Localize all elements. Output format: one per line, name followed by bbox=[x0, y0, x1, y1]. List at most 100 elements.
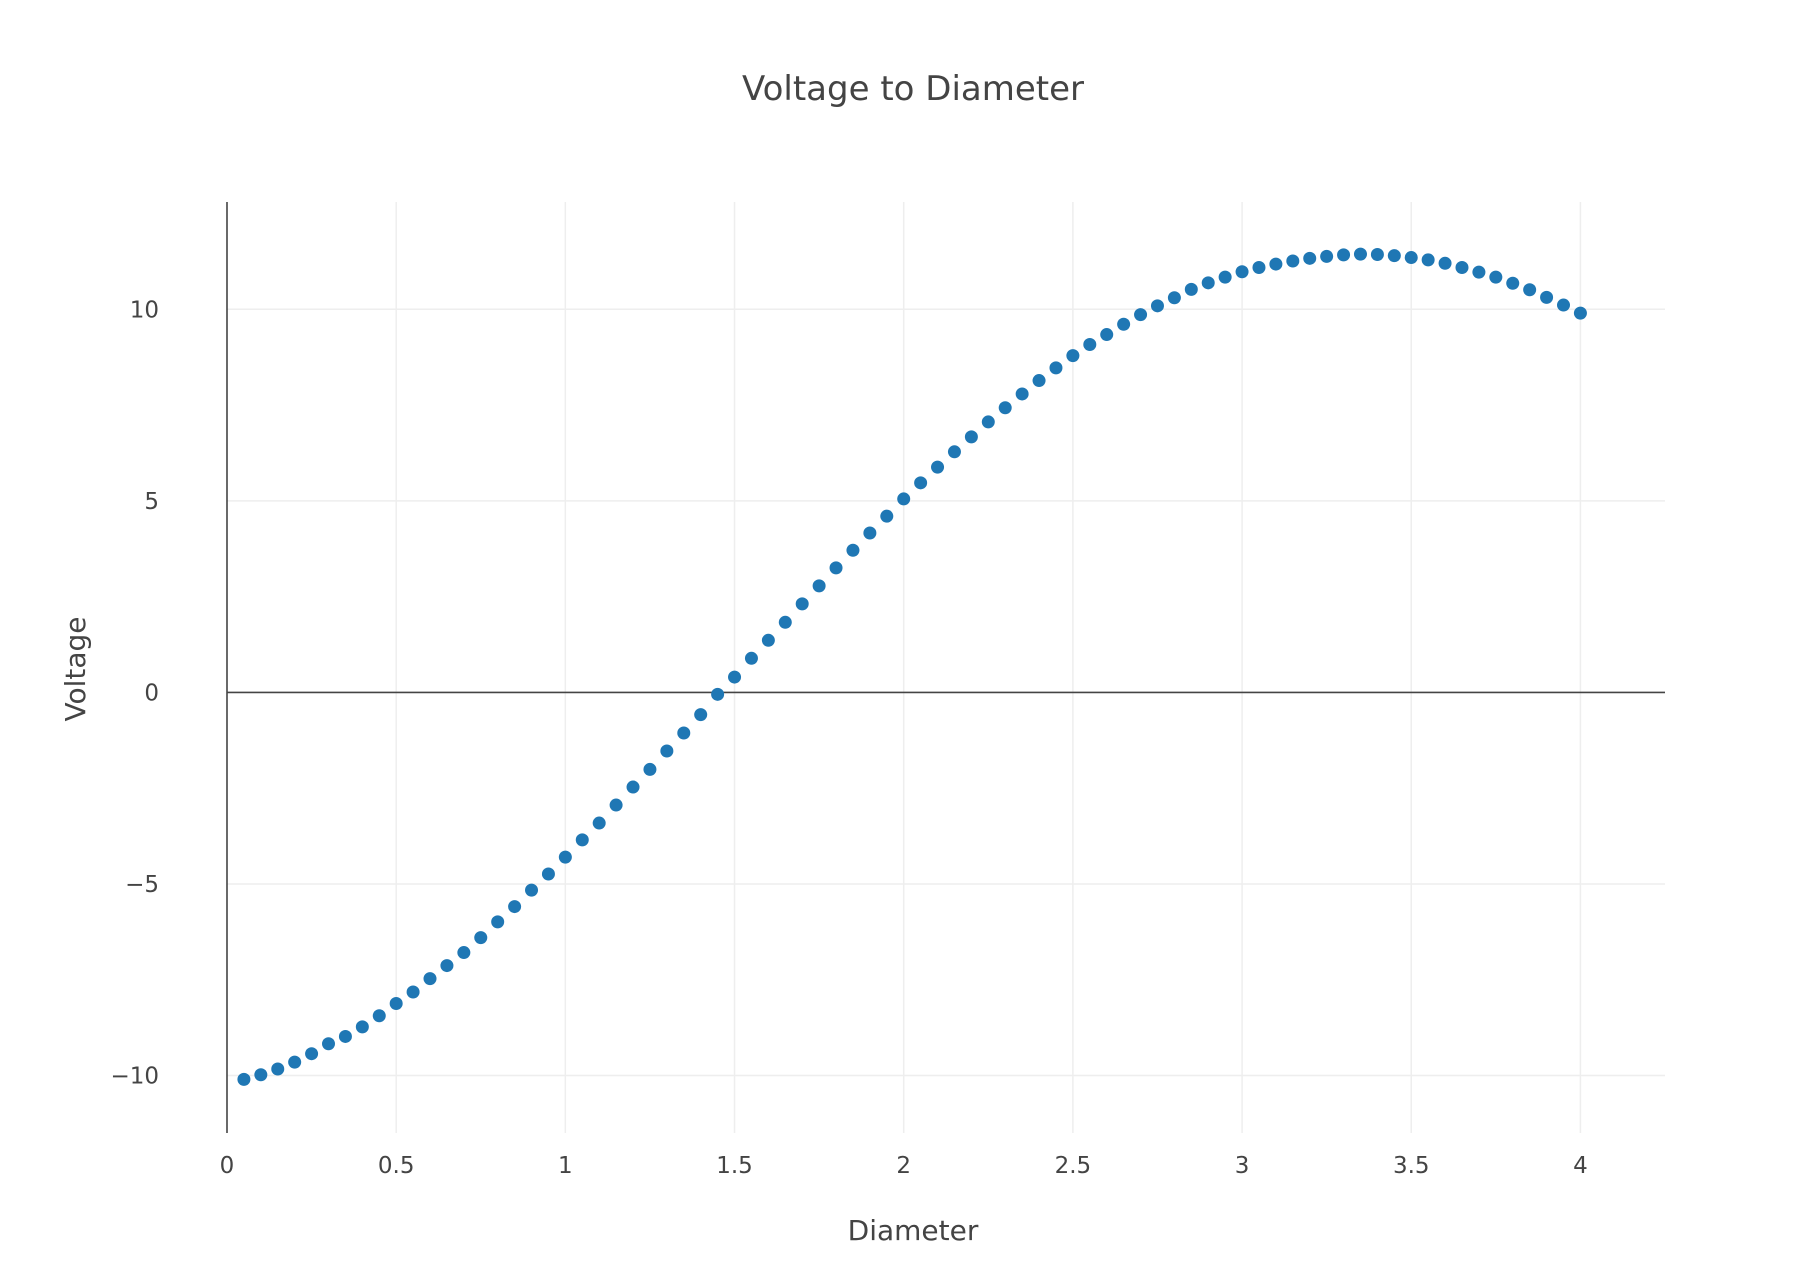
y-tick-label: 5 bbox=[144, 489, 159, 515]
y-tick-label: 10 bbox=[130, 297, 159, 323]
data-point bbox=[1320, 249, 1334, 263]
data-point bbox=[728, 670, 742, 684]
y-tick-label: 0 bbox=[144, 680, 159, 706]
data-point bbox=[372, 1009, 386, 1023]
data-point bbox=[1100, 328, 1114, 342]
data-point bbox=[660, 744, 674, 758]
data-point bbox=[558, 850, 572, 864]
data-point bbox=[812, 579, 826, 593]
data-point bbox=[1252, 261, 1266, 275]
data-point bbox=[1032, 374, 1046, 388]
data-point bbox=[643, 762, 657, 776]
data-point bbox=[1438, 256, 1452, 270]
data-point bbox=[846, 543, 860, 557]
data-point bbox=[1015, 387, 1029, 401]
data-point bbox=[1218, 270, 1232, 284]
zero-lines bbox=[226, 202, 1665, 1133]
data-point bbox=[981, 415, 995, 429]
data-point bbox=[947, 445, 961, 459]
data-point bbox=[778, 615, 792, 629]
data-point bbox=[338, 1029, 352, 1043]
data-point bbox=[1489, 270, 1503, 284]
data-point bbox=[1472, 265, 1486, 279]
grid-lines bbox=[227, 202, 1665, 1133]
data-point bbox=[389, 997, 403, 1011]
data-point bbox=[711, 687, 725, 701]
data-point bbox=[1049, 361, 1063, 375]
data-point bbox=[931, 460, 945, 474]
y-tick-label: −5 bbox=[125, 872, 159, 898]
data-point bbox=[575, 833, 589, 847]
data-point bbox=[1235, 265, 1249, 279]
data-point bbox=[795, 597, 809, 611]
chart-title: Voltage to Diameter bbox=[742, 69, 1084, 109]
data-point bbox=[1387, 249, 1401, 263]
data-point bbox=[880, 509, 894, 523]
data-point bbox=[744, 651, 758, 665]
data-point bbox=[288, 1055, 302, 1069]
x-tick-label: 2.5 bbox=[1055, 1153, 1092, 1179]
x-tick-label: 0 bbox=[220, 1153, 235, 1179]
data-point bbox=[1573, 306, 1587, 320]
data-point bbox=[271, 1062, 285, 1076]
data-point bbox=[1167, 291, 1181, 305]
data-point bbox=[474, 931, 488, 945]
data-point bbox=[609, 798, 623, 812]
data-point bbox=[1150, 299, 1164, 313]
data-point bbox=[863, 526, 877, 540]
data-point bbox=[829, 561, 843, 575]
data-point bbox=[423, 972, 437, 986]
data-point bbox=[508, 900, 522, 914]
data-point bbox=[1117, 317, 1131, 331]
data-point bbox=[897, 492, 911, 506]
data-point bbox=[254, 1068, 268, 1082]
data-point bbox=[1556, 298, 1570, 312]
x-tick-label: 3 bbox=[1235, 1153, 1250, 1179]
data-point bbox=[541, 867, 555, 881]
data-point bbox=[592, 816, 606, 830]
x-axis-title: Diameter bbox=[848, 1214, 979, 1247]
data-point bbox=[1184, 282, 1198, 296]
data-point bbox=[914, 476, 928, 490]
data-point bbox=[964, 430, 978, 444]
data-point bbox=[1286, 254, 1300, 268]
data-point bbox=[1201, 276, 1215, 290]
data-point bbox=[998, 401, 1012, 415]
data-point bbox=[305, 1047, 319, 1061]
data-point bbox=[1540, 290, 1554, 304]
data-point bbox=[677, 726, 691, 740]
data-point bbox=[457, 946, 471, 960]
data-point bbox=[1455, 261, 1469, 275]
data-point bbox=[355, 1020, 369, 1034]
data-point bbox=[1404, 251, 1418, 265]
data-point bbox=[322, 1037, 336, 1051]
data-point bbox=[1083, 338, 1097, 352]
data-point bbox=[1506, 276, 1520, 290]
data-points bbox=[237, 247, 1587, 1086]
data-point bbox=[1337, 248, 1351, 262]
x-tick-label: 3.5 bbox=[1393, 1153, 1430, 1179]
y-tick-label: −10 bbox=[110, 1064, 159, 1090]
x-tick-label: 4 bbox=[1573, 1153, 1588, 1179]
data-point bbox=[406, 985, 420, 999]
data-point bbox=[1134, 308, 1148, 322]
data-point bbox=[525, 883, 539, 897]
data-point bbox=[237, 1072, 251, 1086]
x-tick-label: 0.5 bbox=[378, 1153, 415, 1179]
data-point bbox=[440, 959, 454, 973]
data-point bbox=[1066, 349, 1080, 363]
data-point bbox=[1370, 247, 1384, 261]
data-point bbox=[1421, 253, 1435, 267]
data-point bbox=[761, 633, 775, 647]
x-tick-labels: 0 0.5 1 1.5 2 2.5 3 3.5 4 bbox=[220, 1153, 1588, 1179]
data-point bbox=[491, 915, 505, 929]
y-tick-labels: −10 −5 0 5 10 bbox=[110, 297, 159, 1089]
data-point bbox=[1303, 251, 1317, 265]
y-axis-title: Voltage bbox=[59, 616, 92, 721]
data-point bbox=[1353, 247, 1367, 261]
data-point bbox=[626, 780, 640, 794]
data-point bbox=[1269, 257, 1283, 271]
data-point bbox=[1523, 283, 1537, 297]
x-tick-label: 1 bbox=[558, 1153, 573, 1179]
